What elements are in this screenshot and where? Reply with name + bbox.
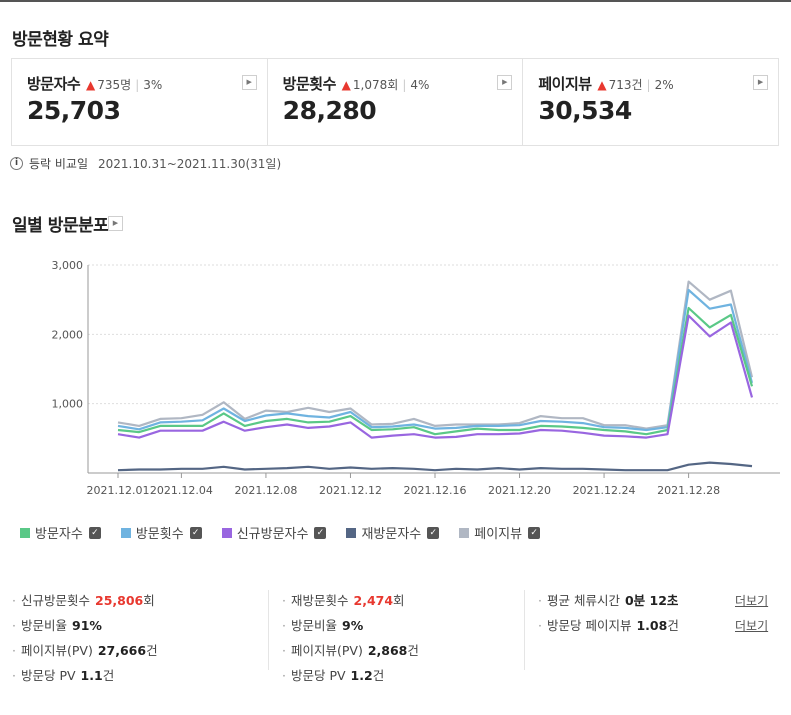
up-arrow-icon: ▲ bbox=[341, 78, 351, 92]
more-link[interactable]: 더보기 bbox=[735, 619, 769, 633]
x-tick-label: 2021.12.08 bbox=[234, 484, 297, 495]
series-line-페이지뷰 bbox=[117, 280, 754, 430]
legend-swatch bbox=[346, 527, 357, 538]
card-value: 30,534 bbox=[538, 96, 632, 125]
up-arrow-icon: ▲ bbox=[86, 78, 96, 92]
card-value: 25,703 bbox=[27, 96, 121, 125]
column-divider bbox=[524, 590, 525, 670]
play-icon[interactable]: ▶ bbox=[497, 75, 513, 90]
checkbox-icon[interactable]: ✓ bbox=[528, 526, 541, 539]
checkbox-icon[interactable]: ✓ bbox=[88, 526, 101, 539]
legend-item-pageviews[interactable]: 페이지뷰 ✓ bbox=[459, 523, 541, 542]
card-delta: ▲ 713건 | 2% bbox=[597, 78, 674, 92]
x-tick-label: 2021.12.16 bbox=[404, 484, 467, 495]
card-label: 방문자수 bbox=[27, 75, 81, 93]
more-link[interactable]: 더보기 bbox=[735, 594, 769, 608]
stat-row: 방문당 PV1.2건 bbox=[282, 663, 419, 688]
card-label: 페이지뷰 bbox=[538, 75, 592, 93]
x-tick-label: 2021.12.12 bbox=[319, 484, 382, 495]
play-icon[interactable]: ▶ bbox=[753, 75, 769, 90]
card-visitors: 방문자수 ▲ 735명 | 3% ▶ 25,703 bbox=[12, 59, 268, 145]
legend-item-visits[interactable]: 방문횟수 ✓ bbox=[120, 523, 202, 542]
series-line-재방문자수 bbox=[117, 461, 753, 472]
checkbox-icon[interactable]: ✓ bbox=[189, 526, 202, 539]
legend-swatch bbox=[459, 527, 470, 538]
legend-item-returning-visitors[interactable]: 재방문자수 ✓ bbox=[346, 523, 440, 542]
play-icon[interactable]: ▶ bbox=[241, 75, 257, 90]
series-line-방문횟수 bbox=[117, 288, 754, 432]
card-pageviews: 페이지뷰 ▲ 713건 | 2% ▶ 30,534 bbox=[523, 59, 778, 145]
play-icon[interactable]: ▶ bbox=[108, 216, 123, 231]
stat-row: 방문당 PV1.1건 bbox=[12, 663, 158, 688]
legend-swatch bbox=[20, 527, 30, 538]
stat-row: 페이지뷰(PV)27,666건 bbox=[12, 638, 158, 663]
stat-row: 페이지뷰(PV)2,868건 bbox=[282, 638, 419, 663]
x-tick-label: 2021.12.04 bbox=[150, 484, 213, 495]
series-line-신규방문자수 bbox=[117, 314, 754, 439]
card-delta: ▲ 1,078회 | 4% bbox=[341, 78, 430, 92]
compare-range: 2021.10.31~2021.11.30(31일) bbox=[98, 157, 282, 171]
y-tick-label: 2,000 bbox=[52, 328, 84, 341]
daily-visit-chart: 3,000 2,000 1,000 2021.12.01 2021.12.04 2021.… bbox=[52, 259, 780, 495]
legend-swatch bbox=[221, 527, 232, 538]
summary-cards: 방문자수 ▲ 735명 | 3% ▶ 25,703 방문횟수 ▲ 1,078회 | 4% ▶… bbox=[11, 58, 779, 146]
legend-item-visitors[interactable]: 방문자수 ✓ bbox=[20, 523, 101, 542]
y-tick-label: 1,000 bbox=[52, 398, 84, 411]
column-divider bbox=[268, 590, 269, 670]
info-icon: i bbox=[10, 157, 23, 170]
x-tick-label: 2021.12.01 bbox=[87, 484, 150, 495]
x-tick-label: 2021.12.20 bbox=[488, 484, 551, 495]
summary-title: 방문현황 요약 bbox=[12, 30, 109, 50]
card-value: 28,280 bbox=[282, 96, 377, 125]
checkbox-icon[interactable]: ✓ bbox=[427, 526, 440, 539]
y-tick-label: 3,000 bbox=[52, 259, 84, 272]
x-tick-label: 2021.12.24 bbox=[573, 484, 636, 495]
top-divider bbox=[0, 0, 791, 2]
checkbox-icon[interactable]: ✓ bbox=[314, 526, 327, 539]
x-tick-label: 2021.12.28 bbox=[657, 484, 720, 495]
card-visits: 방문횟수 ▲ 1,078회 | 4% ▶ 28,280 bbox=[268, 59, 524, 145]
up-arrow-icon: ▲ bbox=[597, 78, 607, 92]
compare-label: 등락 비교일 bbox=[29, 157, 89, 171]
series-line-방문자수 bbox=[117, 306, 754, 436]
daily-title: 일별 방문분포 bbox=[12, 216, 109, 236]
compare-period: i 등락 비교일 2021.10.31~2021.11.30(31일) bbox=[10, 155, 281, 172]
legend-item-new-visitors[interactable]: 신규방문자수 ✓ bbox=[221, 523, 327, 542]
chart-legend: 방문자수 ✓ 방문횟수 ✓ 신규방문자수 ✓ 재방문자수 ✓ 페이지뷰 ✓ bbox=[20, 523, 560, 542]
card-label: 방문횟수 bbox=[282, 75, 337, 93]
legend-swatch bbox=[120, 527, 131, 538]
card-delta: ▲ 735명 | 3% bbox=[86, 78, 163, 92]
